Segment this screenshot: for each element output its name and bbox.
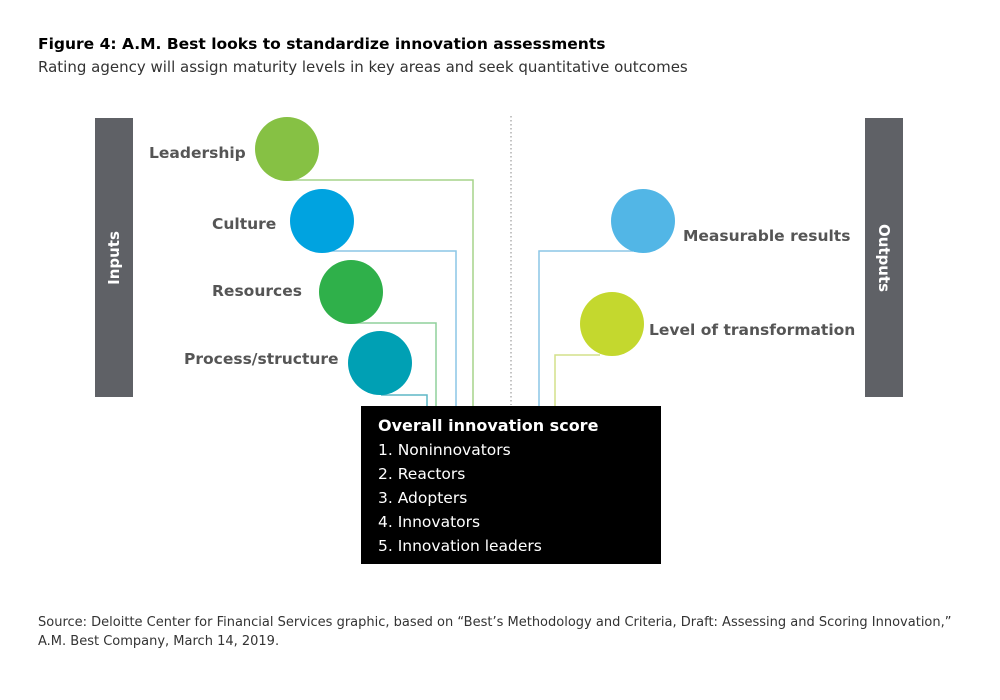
transformation-connector: [554, 354, 600, 406]
measurable-connector: [538, 250, 633, 406]
inputs-bar: Inputs: [95, 118, 133, 397]
input-label-leadership: Leadership: [149, 144, 246, 162]
outputs-label: Outputs: [875, 223, 893, 292]
inputs-label: Inputs: [105, 230, 123, 285]
resources-connector: [352, 322, 437, 406]
figure-subtitle: Rating agency will assign maturity level…: [38, 58, 688, 76]
figure-title: Figure 4: A.M. Best looks to standardize…: [38, 35, 606, 53]
input-label-culture: Culture: [212, 215, 277, 233]
overall-score-box: Overall innovation score 1. Noninnovator…: [361, 406, 661, 564]
output-label-measurable: Measurable results: [683, 227, 851, 245]
score-heading: Overall innovation score: [378, 416, 599, 435]
source-note: Source: Deloitte Center for Financial Se…: [38, 613, 958, 651]
transformation-circle: [580, 292, 644, 356]
process-connector: [381, 394, 428, 406]
process-circle: [348, 331, 412, 395]
measurable-results-circle: [611, 189, 675, 253]
leadership-circle: [255, 117, 319, 181]
score-item: 4. Innovators: [378, 513, 481, 531]
score-item: 3. Adopters: [378, 489, 468, 507]
resources-circle: [319, 260, 383, 324]
leadership-connector: [288, 179, 474, 406]
input-label-process: Process/structure: [184, 350, 339, 368]
score-item: 5. Innovation leaders: [378, 537, 542, 555]
culture-connector: [323, 250, 457, 406]
source-line-2: A.M. Best Company, March 14, 2019.: [38, 634, 280, 649]
score-item: 1. Noninnovators: [378, 441, 511, 459]
output-label-transformation: Level of transformation: [649, 321, 856, 339]
culture-circle: [290, 189, 354, 253]
input-label-resources: Resources: [212, 282, 302, 300]
outputs-bar: Outputs: [865, 118, 903, 397]
score-item: 2. Reactors: [378, 465, 466, 483]
source-line-1: Source: Deloitte Center for Financial Se…: [38, 615, 952, 630]
